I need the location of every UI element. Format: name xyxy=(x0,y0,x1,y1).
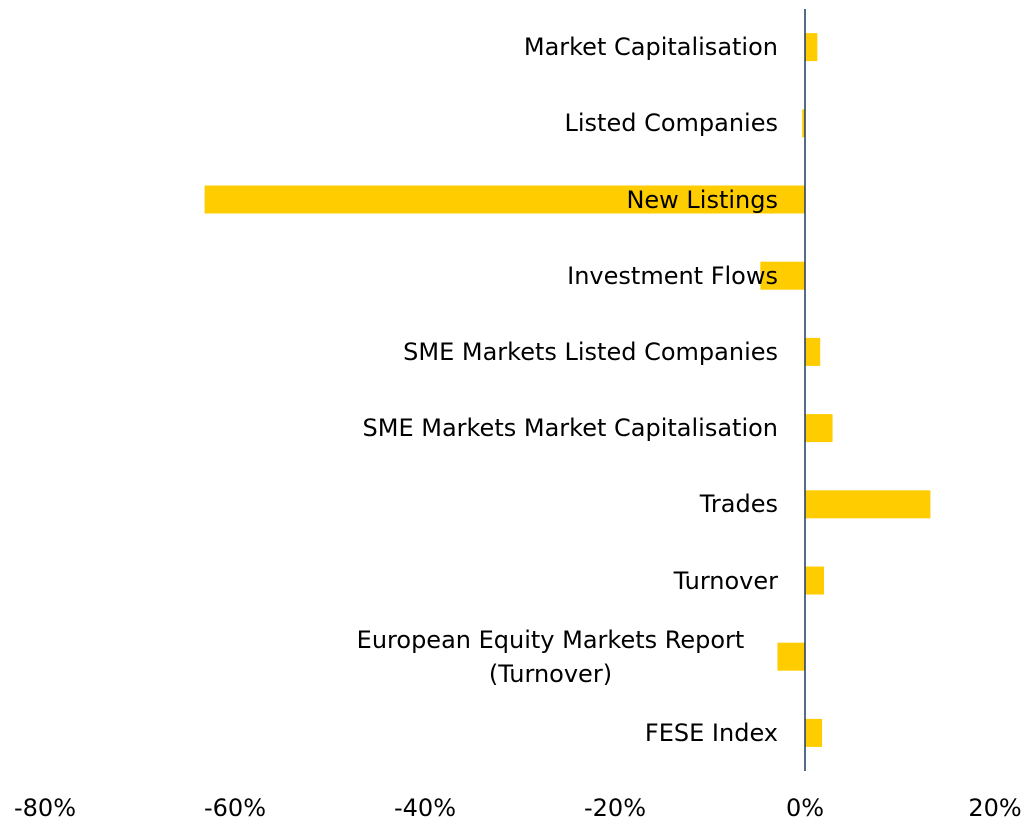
bar xyxy=(777,642,805,671)
x-tick-label: -80% xyxy=(13,794,77,822)
x-tick-label: -20% xyxy=(583,794,647,822)
category-label: New Listings xyxy=(626,185,778,214)
category-label: SME Markets Listed Companies xyxy=(403,337,778,366)
x-tick-label: -60% xyxy=(203,794,267,822)
bar xyxy=(802,109,805,138)
x-tick-label: 20% xyxy=(968,794,1022,822)
bar xyxy=(805,566,824,595)
category-label: Turnover xyxy=(673,566,778,595)
bar xyxy=(760,261,805,290)
bar xyxy=(805,337,821,366)
category-label: Trades xyxy=(699,490,778,519)
bar xyxy=(204,185,806,214)
category-label: European Equity Markets Report (Turnover… xyxy=(356,625,745,688)
bar xyxy=(805,33,818,62)
x-tick-label: -40% xyxy=(393,794,457,822)
x-tick-label: 0% xyxy=(785,794,825,822)
category-label: Listed Companies xyxy=(564,109,779,138)
bar xyxy=(805,414,833,443)
bar xyxy=(805,718,823,747)
category-label: FESE Index xyxy=(644,718,778,747)
category-label: Investment Flows xyxy=(567,261,778,290)
category-label: SME Markets Market Capitalisation xyxy=(362,414,779,443)
bar xyxy=(805,490,931,519)
category-label: Market Capitalisation xyxy=(523,33,778,62)
